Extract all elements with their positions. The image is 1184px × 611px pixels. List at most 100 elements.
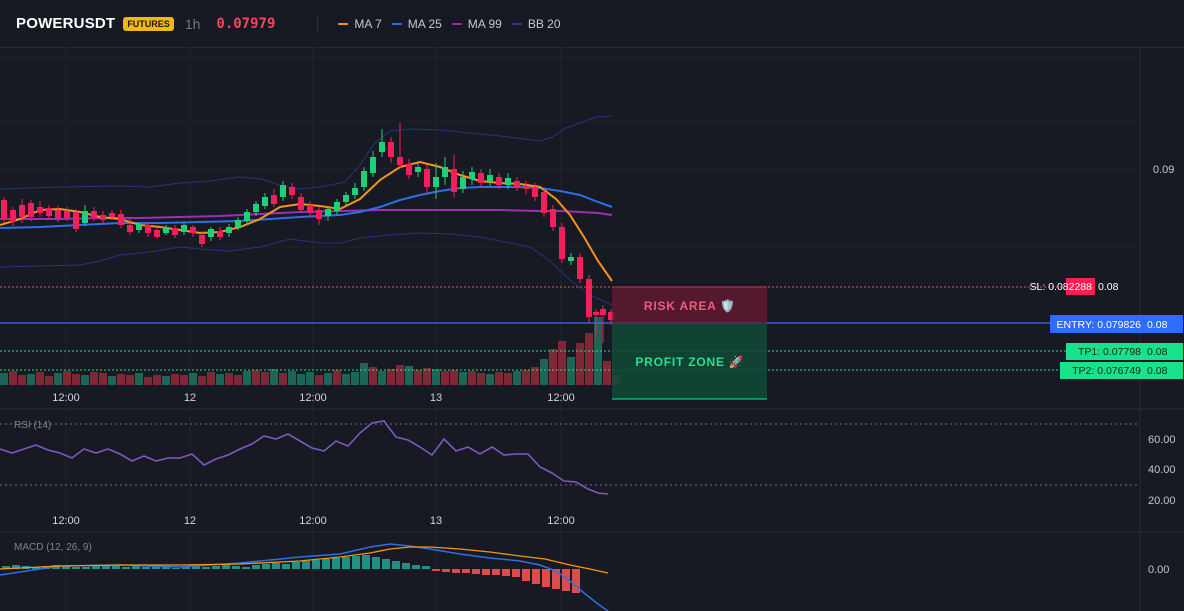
profit-zone[interactable]: PROFIT ZONE 🚀 xyxy=(612,324,767,400)
rsi-pane[interactable]: RSI (14) 60.00 40.00 20.00 xyxy=(0,420,1176,507)
macd-histogram-bar xyxy=(452,569,460,573)
candle-body xyxy=(577,257,583,279)
volume-bar xyxy=(153,375,161,385)
macd-histogram-bar xyxy=(432,569,440,571)
legend-ma99[interactable]: MA 99 xyxy=(451,17,502,31)
time-label: 12:00 xyxy=(547,392,575,404)
candle-body xyxy=(487,175,493,181)
macd-histogram-bar xyxy=(222,565,230,569)
legend-bb20[interactable]: BB 20 xyxy=(511,16,561,31)
time-label: 12 xyxy=(184,515,196,527)
volume-bar xyxy=(279,373,287,385)
macd-histogram-bar xyxy=(392,561,400,569)
ma99-swatch xyxy=(451,22,462,25)
macd-histogram-bar xyxy=(562,569,570,591)
tp2-tag-value: 0.08 xyxy=(1147,365,1168,377)
volume-bar xyxy=(585,333,593,385)
macd-histogram-bar xyxy=(142,567,150,569)
macd-histogram-bar xyxy=(412,565,420,569)
macd-histogram-bar xyxy=(212,566,220,569)
candle-body xyxy=(235,220,241,227)
volume-bar xyxy=(351,372,359,385)
macd-histogram-bar xyxy=(202,567,210,569)
macd-histogram xyxy=(2,555,580,593)
interval-selector[interactable]: 1h xyxy=(184,15,201,32)
futures-badge: FUTURES xyxy=(123,16,174,31)
volume-bar xyxy=(108,376,116,385)
header-divider xyxy=(317,13,319,34)
candle-body xyxy=(424,169,430,187)
legend-bb20-label: BB 20 xyxy=(527,16,561,31)
macd-histogram-bar xyxy=(72,567,80,569)
chart-header: POWERUSDT FUTURES 1h 0.07979 MA 7 MA 25 … xyxy=(0,0,1184,48)
volume-bar xyxy=(243,371,251,385)
candle-body xyxy=(451,169,457,192)
volume-bar xyxy=(252,370,260,385)
volume-bar xyxy=(90,372,98,385)
candle-body xyxy=(334,202,340,211)
macd-histogram-bar xyxy=(462,569,470,573)
macd-histogram-bar xyxy=(312,560,320,569)
volume-bar xyxy=(432,369,440,385)
macd-histogram-bar xyxy=(362,555,370,569)
legend-ma25[interactable]: MA 25 xyxy=(391,16,442,31)
candle-body xyxy=(100,215,106,220)
macd-histogram-bar xyxy=(192,566,200,569)
time-label: 12 xyxy=(184,392,196,404)
candle-body xyxy=(64,211,70,218)
ma25-swatch xyxy=(391,22,402,25)
legend-ma25-label: MA 25 xyxy=(407,16,442,31)
candle-body xyxy=(550,209,556,227)
candle-body xyxy=(460,177,466,189)
candle-body xyxy=(559,227,565,259)
price-chart-canvas[interactable]: RISK AREA 🛡️ PROFIT ZONE 🚀 0.09 SL: 0.08… xyxy=(0,47,1184,611)
risk-area-label: RISK AREA 🛡️ xyxy=(644,299,736,313)
volume-bar xyxy=(180,375,188,385)
volume-bar xyxy=(9,371,17,385)
volume-bar xyxy=(567,357,575,385)
candle-body xyxy=(388,142,394,157)
ma25-line xyxy=(0,186,613,229)
volume-bar xyxy=(117,374,125,385)
volume-bar xyxy=(486,374,494,385)
candle-body xyxy=(593,312,599,315)
candle-body xyxy=(325,209,331,216)
risk-area-zone[interactable]: RISK AREA 🛡️ xyxy=(612,286,767,324)
candle-body xyxy=(154,230,160,237)
tp1-tag-value: 0.08 xyxy=(1147,346,1168,358)
volume-bar xyxy=(45,376,53,385)
candle-body xyxy=(469,172,475,179)
volume-bar xyxy=(162,376,170,385)
profit-zone-label: PROFIT ZONE 🚀 xyxy=(635,355,744,369)
candle-body xyxy=(181,225,187,232)
macd-histogram-bar xyxy=(352,556,360,569)
volume-bar xyxy=(396,365,404,385)
symbol-name[interactable]: POWERUSDT xyxy=(16,15,116,32)
candle-body xyxy=(600,309,606,315)
candle-body xyxy=(541,192,547,213)
volume-bar xyxy=(531,367,539,385)
tp2-tag[interactable]: TP2: 0.076749 0.08 xyxy=(1060,362,1183,379)
macd-tick: 0.00 xyxy=(1148,564,1169,576)
entry-tag[interactable]: ENTRY: 0.079826 0.08 xyxy=(1050,315,1183,333)
entry-tag-value: 0.08 xyxy=(1147,319,1168,331)
legend-ma7[interactable]: MA 7 xyxy=(338,17,382,31)
candle-body xyxy=(568,257,574,261)
candle-body xyxy=(343,195,349,202)
candle-body xyxy=(397,157,403,165)
macd-histogram-bar xyxy=(532,569,540,584)
tp1-tag[interactable]: TP1: 0.07798 0.08 xyxy=(1066,343,1183,360)
macd-histogram-bar xyxy=(152,566,160,569)
bb-upper-line xyxy=(0,115,613,190)
macd-histogram-bar xyxy=(162,567,170,569)
time-label: 13 xyxy=(430,392,442,404)
rsi-tick: 40.00 xyxy=(1148,464,1176,476)
macd-histogram-bar xyxy=(492,569,500,575)
volume-bar xyxy=(441,371,449,385)
candle-body xyxy=(226,227,232,233)
sl-tag-group[interactable]: SL: 0.082288 0.08 xyxy=(1030,278,1119,295)
macd-pane[interactable]: MACD (12, 26, 9) 0.00 xyxy=(0,542,1169,611)
candle-body xyxy=(496,177,502,185)
tp2-tag-label: TP2: 0.076749 xyxy=(1072,365,1141,377)
candle-body xyxy=(1,200,7,219)
